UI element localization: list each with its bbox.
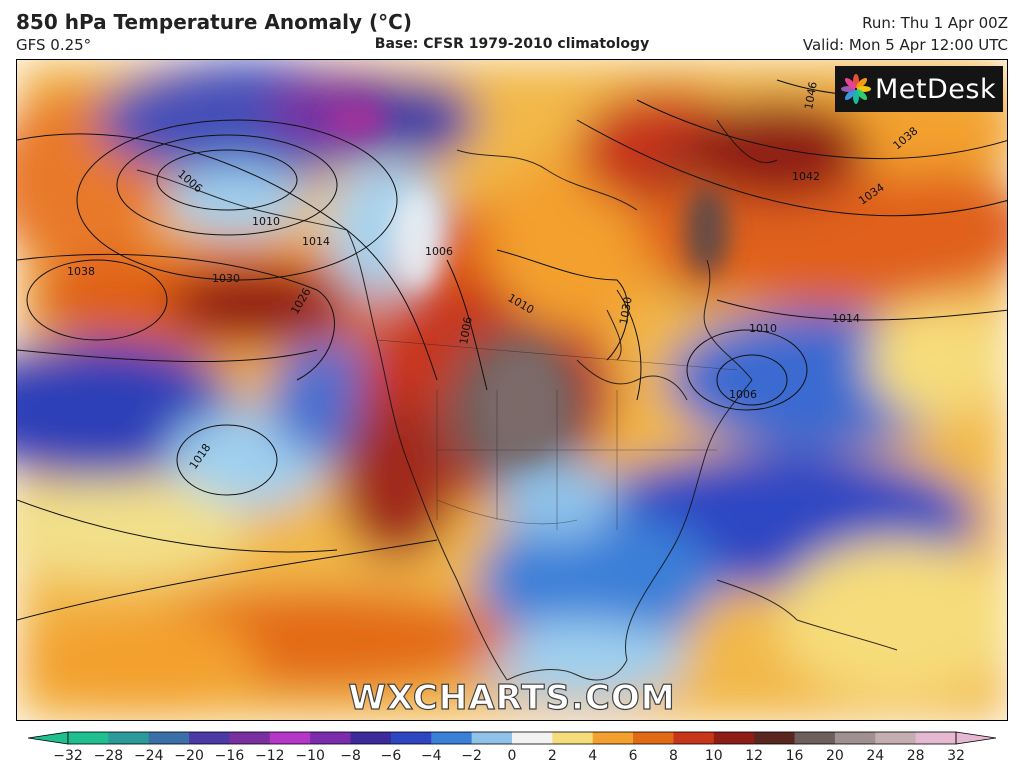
colorbar-segment bbox=[592, 732, 634, 744]
isobar-label: 1010 bbox=[749, 322, 777, 335]
colorbar-tick-labels: −32 −28 −24 −20 −16 −12 −10 −8 −6 −4 −2 0 2 4 6 8 10 12 16… bbox=[28, 748, 996, 768]
colorbar-segment bbox=[431, 732, 473, 744]
colorbar-tick-label: −8 bbox=[340, 748, 361, 764]
colorbar-segment bbox=[794, 732, 836, 744]
isobar-label: 1006 bbox=[457, 316, 475, 346]
anomaly-map: 1006 1010 1014 1038 1030 1026 1018 1006 … bbox=[16, 59, 1008, 721]
colorbar-tick-label: −4 bbox=[420, 748, 442, 764]
colorbar-segment bbox=[189, 732, 230, 744]
colorbar-tick-label: −24 bbox=[133, 748, 164, 764]
colorbar: −32 −28 −24 −20 −16 −12 −10 −8 −6 −4 −2 0 2 4 6 8 10 12 16… bbox=[27, 730, 997, 774]
run-time-label: Run: Thu 1 Apr 00Z bbox=[862, 14, 1008, 32]
colorbar-tick-label: 6 bbox=[628, 748, 638, 764]
colorbar-segment bbox=[390, 732, 432, 744]
colorbar-tick-label: 2 bbox=[547, 748, 557, 764]
isobar-label: 1010 bbox=[252, 215, 280, 228]
colorbar-tick-label: −28 bbox=[93, 748, 124, 764]
colorbar-tick-label: 8 bbox=[668, 748, 678, 764]
colorbar-segment bbox=[754, 732, 796, 744]
anomaly-highlights bbox=[327, 100, 729, 460]
colorbar-segment bbox=[471, 732, 513, 744]
colorbar-tick-label: −10 bbox=[295, 748, 325, 764]
chart-title: 850 hPa Temperature Anomaly (°C) bbox=[16, 10, 412, 34]
borders bbox=[376, 339, 738, 530]
colorbar-segment bbox=[310, 732, 352, 744]
model-label: GFS 0.25° bbox=[16, 36, 92, 54]
colorbar-tick-label: 10 bbox=[704, 748, 723, 764]
climatology-base-label: Base: CFSR 1979-2010 climatology bbox=[374, 36, 650, 52]
colorbar-tick-label: 0 bbox=[507, 748, 517, 764]
valid-time-label: Valid: Mon 5 Apr 12:00 UTC bbox=[802, 36, 1008, 54]
map-canvas: 1006 1010 1014 1038 1030 1026 1018 1006 … bbox=[17, 60, 1007, 720]
isobar-label: 1014 bbox=[302, 235, 330, 248]
colorbar-tick-label: 24 bbox=[866, 748, 885, 764]
colorbar-segment bbox=[915, 732, 957, 744]
isobar-label: 1042 bbox=[792, 170, 820, 183]
colorbar-tick-label: 28 bbox=[906, 748, 925, 764]
isobar-label: 1030 bbox=[212, 272, 240, 285]
colorbar-segment bbox=[633, 732, 674, 744]
wxcharts-watermark: WXCHARTS.COM bbox=[348, 677, 676, 718]
metdesk-logo-text: MetDesk bbox=[875, 73, 997, 105]
colorbar-tick-label: 12 bbox=[745, 748, 764, 764]
isobar-label: 1006 bbox=[729, 388, 757, 401]
colorbar-segment bbox=[350, 732, 392, 744]
colorbar-segment bbox=[834, 732, 876, 744]
colorbar-segment bbox=[68, 732, 109, 744]
colorbar-tick-label: −6 bbox=[380, 748, 402, 764]
colorbar-segment bbox=[552, 732, 594, 744]
colorbar-tick-label: 20 bbox=[825, 748, 844, 764]
isobar-label: 1030 bbox=[617, 296, 635, 326]
isobar-label: 1006 bbox=[425, 245, 453, 258]
colorbar-tick-label: −2 bbox=[461, 748, 482, 764]
isobar-label: 1038 bbox=[67, 265, 95, 278]
colorbar-strip bbox=[27, 731, 997, 745]
metdesk-logo: MetDesk bbox=[835, 66, 1003, 112]
colorbar-segment bbox=[148, 732, 190, 744]
coastlines bbox=[136, 119, 898, 681]
colorbar-segment bbox=[269, 732, 311, 744]
isobar-label: 1046 bbox=[802, 81, 820, 111]
isobars bbox=[17, 79, 1007, 621]
colorbar-tick-label: −16 bbox=[214, 748, 245, 764]
colorbar-tick-label: −32 bbox=[53, 748, 83, 764]
colorbar-tick-label: 4 bbox=[588, 748, 598, 764]
colorbar-tick-label: −12 bbox=[255, 748, 285, 764]
isobar-label: 1014 bbox=[832, 312, 860, 325]
colorbar-tick-label: 16 bbox=[785, 748, 804, 764]
colorbar-segment bbox=[875, 732, 917, 744]
colorbar-segment bbox=[108, 732, 150, 744]
anomaly-field bbox=[17, 60, 1007, 720]
colorbar-segment bbox=[713, 732, 755, 744]
colorbar-max-arrow bbox=[955, 731, 997, 745]
colorbar-tick-label: −20 bbox=[174, 748, 204, 764]
colorbar-tick-label: 32 bbox=[947, 748, 965, 764]
colorbar-segment bbox=[229, 732, 271, 744]
colorbar-segment bbox=[512, 732, 553, 744]
colorbar-min-arrow bbox=[27, 731, 69, 745]
metdesk-flower-icon bbox=[841, 74, 871, 104]
colorbar-segment bbox=[673, 732, 715, 744]
